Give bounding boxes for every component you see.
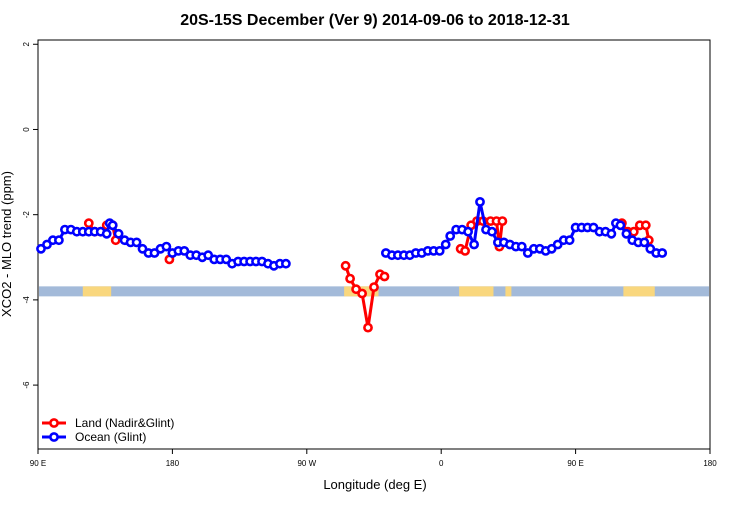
ocean-point-1-18: [487, 226, 497, 237]
ocean-point-1-16: [475, 196, 485, 207]
x-tick-label-0: 90 E: [30, 459, 46, 468]
legend-ocean-label: Ocean (Glint): [75, 430, 146, 444]
land-point-0-0: [83, 218, 94, 229]
y-tick-label-4: -6: [22, 381, 31, 389]
ocean-point-1-14: [463, 226, 473, 237]
y-tick-label-0: 2: [22, 41, 31, 46]
y-tick-label-3: -4: [22, 296, 31, 304]
land-strip-segment-0: [82, 286, 112, 297]
land-point-3-8: [497, 216, 508, 226]
ocean-point-1-23: [516, 241, 527, 252]
ocean-point-1-15: [469, 239, 479, 250]
y-tick-label-1: 0: [22, 127, 31, 132]
x-axis-label: Longitude (deg E): [323, 477, 426, 492]
ocean-point-1-38: [606, 228, 617, 239]
land-point-3-1: [460, 245, 470, 256]
ocean-point-0-42: [280, 258, 291, 269]
legend-land-marker: [49, 418, 59, 428]
y-axis-label: XCO2 - MLO trend (ppm): [0, 171, 14, 317]
ocean-point-1-44: [639, 237, 650, 248]
ocean-point-0-22: [161, 241, 172, 252]
plot-frame: [37, 39, 711, 450]
land-strip-segment-3: [505, 286, 512, 297]
ocean-point-1-31: [564, 235, 575, 246]
land-point-4-4: [640, 220, 651, 231]
axis-layer: 90 E 180 90 W 0 90 E 180 2 0 -2 -4 -6: [22, 41, 717, 468]
ocean-point-1-9: [434, 245, 445, 256]
x-tick-label-4: 90 E: [567, 459, 583, 468]
legend-ocean-marker: [49, 432, 59, 442]
ocean-point-1-10: [440, 239, 451, 250]
land-point-2-3: [357, 288, 367, 299]
ocean-point-1-47: [657, 248, 668, 258]
land-strip-segment-2: [459, 286, 494, 297]
land-series: [83, 216, 654, 333]
x-tick-label-2: 90 W: [297, 459, 316, 468]
ocean-point-0-13: [107, 220, 118, 231]
chart-title: 20S-15S December (Ver 9) 2014-09-06 to 2…: [180, 12, 570, 29]
legend-land-label: Land (Nadir&Glint): [75, 416, 174, 430]
ocean-point-0-14: [113, 228, 124, 239]
ocean-point-0-17: [131, 237, 142, 248]
ocean-point-0-3: [54, 235, 64, 246]
x-tick-label-3: 0: [439, 459, 444, 468]
legend: Land (Nadir&Glint)Ocean (Glint): [42, 416, 174, 444]
ocean-point-0-11: [101, 228, 112, 239]
ocean-point-1-11: [445, 231, 456, 241]
land-strip-segment-4: [623, 286, 655, 297]
land-point-2-4: [363, 322, 373, 333]
ocean-point-1-41: [621, 228, 632, 239]
series-layer: [36, 196, 668, 333]
land-point-2-0: [340, 260, 351, 271]
land-point-2-1: [345, 273, 355, 284]
land-point-2-5: [369, 282, 379, 292]
ocean-series: [36, 196, 668, 271]
x-tick-label-5: 180: [703, 459, 717, 468]
ocean-point-1-40: [615, 220, 626, 231]
x-tick-label-1: 180: [166, 459, 180, 468]
y-tick-label-2: -2: [22, 211, 31, 219]
land-point-2-7: [379, 271, 390, 282]
